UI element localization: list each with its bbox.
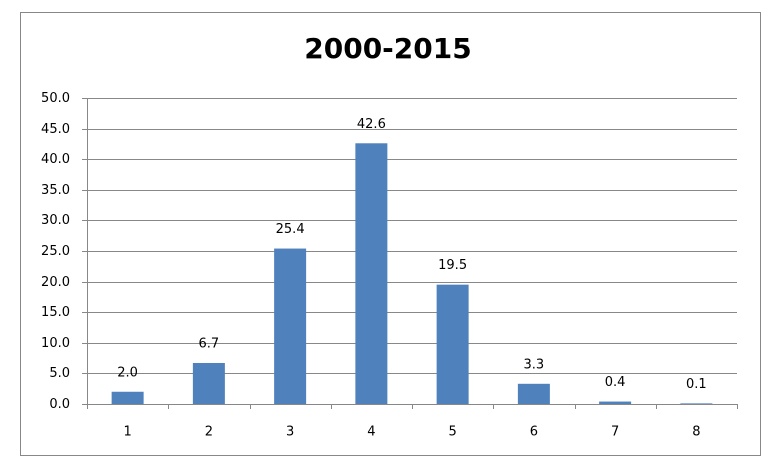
chart-border <box>20 12 761 456</box>
data-label: 19.5 <box>438 258 467 273</box>
x-tick-label: 7 <box>611 425 619 440</box>
y-tick-label: 10.0 <box>41 336 70 351</box>
bar <box>680 403 713 404</box>
bar <box>355 143 388 404</box>
y-tick-label: 0.0 <box>49 397 70 412</box>
bar <box>274 248 307 404</box>
data-label: 0.1 <box>686 377 707 392</box>
bar <box>599 401 632 404</box>
x-tick-label: 8 <box>692 425 700 440</box>
y-tick-label: 50.0 <box>41 91 70 106</box>
y-tick-label: 25.0 <box>41 244 70 259</box>
data-label: 2.0 <box>117 365 138 380</box>
x-tick-label: 5 <box>448 425 456 440</box>
y-tick-label: 35.0 <box>41 183 70 198</box>
x-tick-label: 2 <box>205 425 213 440</box>
x-tick-label: 6 <box>530 425 538 440</box>
y-tick-label: 20.0 <box>41 275 70 290</box>
y-tick-label: 45.0 <box>41 122 70 137</box>
x-tick-label: 4 <box>367 425 375 440</box>
x-tick-label: 1 <box>123 425 131 440</box>
y-tick-label: 30.0 <box>41 213 70 228</box>
data-label: 0.4 <box>605 375 626 390</box>
data-label: 42.6 <box>357 117 386 132</box>
data-label: 3.3 <box>524 357 545 372</box>
y-tick-label: 40.0 <box>41 152 70 167</box>
chart-title: 2000-2015 <box>304 32 471 65</box>
data-label: 6.7 <box>199 336 220 351</box>
y-tick-label: 15.0 <box>41 305 70 320</box>
x-tick-label: 3 <box>286 425 294 440</box>
bar <box>192 362 225 404</box>
bar <box>436 284 469 404</box>
data-label: 25.4 <box>276 222 305 237</box>
bar <box>111 391 144 404</box>
y-tick-label: 5.0 <box>49 366 70 381</box>
bar <box>517 383 550 404</box>
